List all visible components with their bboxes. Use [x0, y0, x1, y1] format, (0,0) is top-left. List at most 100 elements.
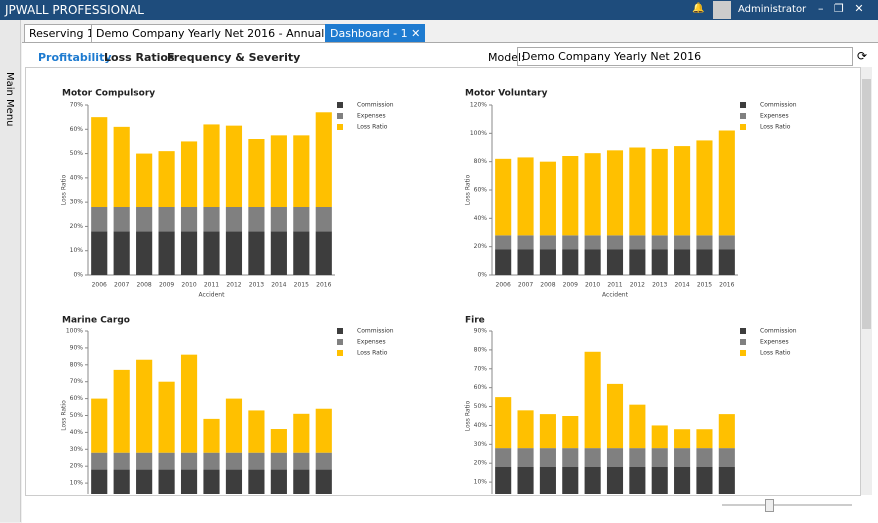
bar-segment: [539, 161, 556, 236]
x-tick-label: 2010: [585, 508, 600, 515]
x-tick-label: 2006: [92, 507, 107, 514]
legend-swatch: [337, 350, 343, 356]
bar-segment: [629, 448, 646, 467]
zoom-slider[interactable]: [722, 499, 852, 512]
bar-segment: [248, 410, 265, 453]
legend-swatch: [337, 339, 343, 345]
bar-segment: [293, 231, 310, 275]
y-tick-label: 20%: [70, 223, 84, 230]
y-tick-label: 20%: [474, 460, 488, 467]
tab[interactable]: Demo Company Yearly Net 2016 - Annually …: [91, 24, 399, 43]
bar-segment: [293, 207, 310, 232]
bar-segment: [629, 404, 646, 449]
bar-segment: [539, 467, 556, 494]
bar-segment: [696, 467, 713, 494]
bar-segment: [270, 231, 287, 275]
bar-segment: [674, 448, 691, 467]
bar-segment: [158, 381, 175, 453]
bar-segment: [225, 398, 243, 453]
bar-segment: [562, 467, 579, 494]
bell-icon[interactable]: 🔔: [692, 3, 705, 14]
subtab[interactable]: Loss Ratios: [104, 51, 175, 64]
bar-segment: [136, 452, 153, 470]
model-label: Model:: [488, 51, 525, 64]
x-tick-label: 2009: [563, 508, 578, 515]
x-tick-label: 2006: [496, 282, 511, 289]
bar-segment: [629, 249, 646, 275]
bar-segment: [696, 140, 713, 236]
title-bar: JPWALL PROFESSIONAL Administrator 🔔 – ❐ …: [0, 0, 878, 20]
bar-segment: [562, 156, 579, 236]
y-tick-label: 50%: [70, 412, 84, 419]
bar-segment: [674, 467, 691, 494]
tab-label[interactable]: Demo Company Yearly Net 2016 - Annually …: [96, 27, 381, 40]
x-tick-label: 2009: [159, 282, 174, 289]
tab-label[interactable]: Reserving 1: [29, 27, 94, 40]
x-tick-label: 2006: [496, 508, 511, 515]
bar-segment: [91, 207, 108, 232]
bar-segment: [158, 469, 175, 494]
bar-segment: [696, 429, 713, 449]
bar-segment: [718, 448, 735, 467]
bar-segment: [225, 469, 243, 494]
x-tick-label: 2010: [181, 282, 196, 289]
model-select[interactable]: Demo Company Yearly Net 2016: [517, 47, 853, 66]
bar-segment: [113, 207, 130, 232]
tab[interactable]: Reserving 1 ✕: [24, 24, 112, 43]
scrollbar[interactable]: [861, 67, 872, 495]
tab-label[interactable]: Dashboard - 1: [330, 27, 408, 40]
bar-segment: [158, 231, 175, 275]
bar-segment: [606, 249, 624, 275]
bar-segment: [158, 452, 175, 470]
bar-segment: [651, 448, 668, 467]
bar-segment: [113, 369, 130, 453]
subtab-active[interactable]: Profitability: [38, 51, 112, 64]
bar-segment: [180, 452, 198, 470]
slider-handle[interactable]: [765, 499, 774, 512]
y-tick-label: 30%: [70, 446, 84, 453]
bar-segment: [495, 448, 512, 467]
bar-segment: [136, 207, 153, 232]
bar-segment: [91, 452, 108, 470]
legend-swatch: [740, 124, 746, 130]
subtab[interactable]: Frequency & Severity: [167, 51, 301, 64]
bar-segment: [203, 469, 220, 494]
bar-segment: [495, 158, 512, 236]
chart-title: Motor Voluntary: [465, 89, 548, 99]
scroll-thumb[interactable]: [862, 79, 871, 329]
x-tick-label: 2009: [563, 282, 578, 289]
bar-segment: [517, 467, 534, 494]
x-axis-title: Accident: [199, 292, 226, 299]
bar-segment: [203, 207, 220, 232]
bar-segment: [517, 249, 534, 275]
bar-segment: [315, 207, 332, 232]
bar-segment: [651, 467, 668, 494]
bar-segment: [718, 130, 735, 236]
bar-segment: [248, 231, 265, 275]
x-tick-label: 2012: [226, 282, 241, 289]
bar-segment: [696, 249, 713, 275]
x-tick-label: 2009: [159, 507, 174, 514]
window-controls[interactable]: – ❐ ✕: [818, 2, 864, 15]
x-tick-label: 2007: [518, 508, 533, 515]
sidebar[interactable]: Main Menu: [0, 20, 21, 522]
legend-label: Expenses: [760, 113, 789, 120]
bar-segment: [674, 235, 691, 250]
avatar[interactable]: [713, 1, 731, 19]
legend-swatch: [740, 328, 746, 334]
bar-segment: [584, 153, 601, 236]
bar-segment: [696, 235, 713, 250]
bar-segment: [606, 235, 624, 250]
bar-segment: [180, 469, 198, 494]
model-value[interactable]: Demo Company Yearly Net 2016: [522, 50, 702, 63]
y-tick-label: 10%: [70, 247, 84, 254]
bar-segment: [539, 249, 556, 275]
refresh-icon[interactable]: ⟳: [857, 49, 868, 63]
user-name[interactable]: Administrator: [738, 4, 807, 15]
bar-segment: [225, 452, 243, 470]
bar-segment: [315, 231, 332, 275]
bar-segment: [293, 469, 310, 494]
y-tick-label: 0%: [477, 272, 487, 279]
